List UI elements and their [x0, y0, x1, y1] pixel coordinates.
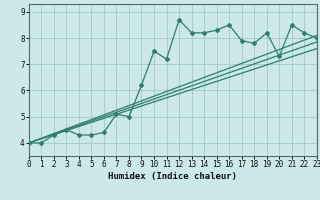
X-axis label: Humidex (Indice chaleur): Humidex (Indice chaleur) [108, 172, 237, 181]
